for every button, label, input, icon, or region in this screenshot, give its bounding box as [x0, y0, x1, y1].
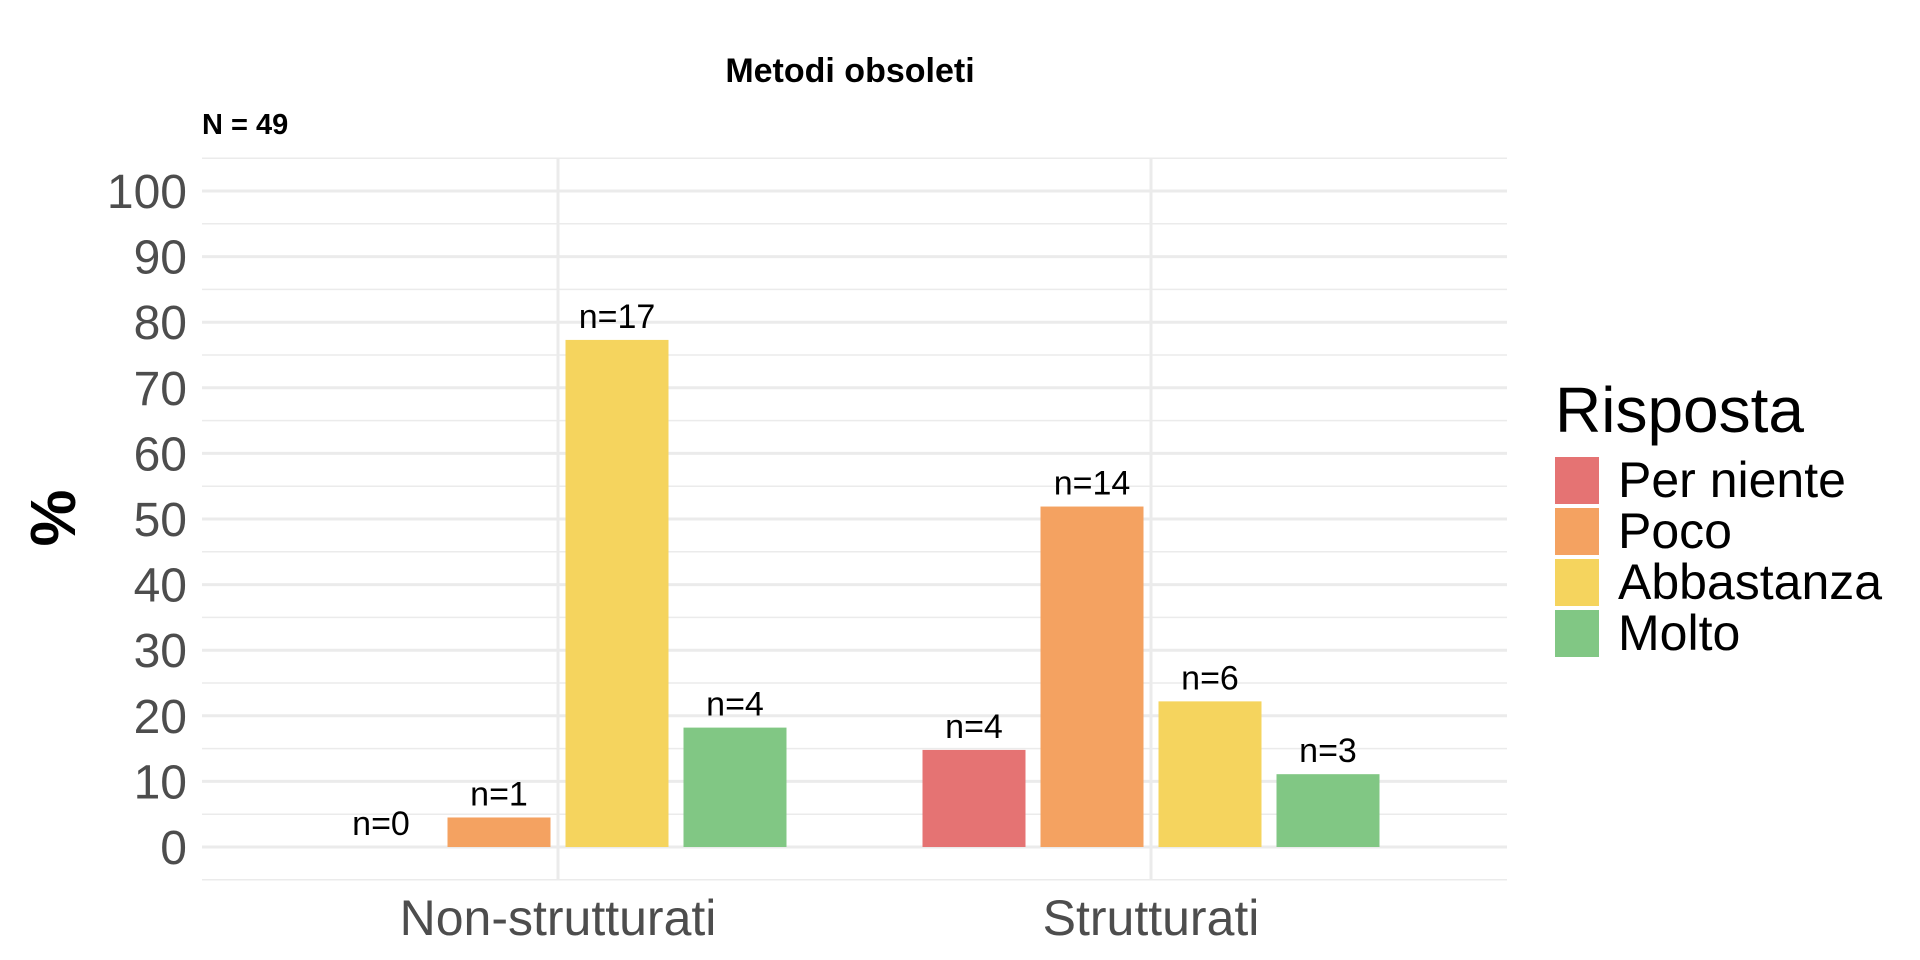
bar: [683, 727, 787, 847]
y-axis-label: %: [17, 490, 89, 547]
y-tick-label: 0: [160, 822, 187, 875]
legend-label: Molto: [1618, 605, 1740, 661]
y-tick-label: 80: [134, 297, 187, 350]
bar-data-label: n=17: [579, 298, 656, 336]
gridlines: [202, 157, 1507, 881]
legend-key: [1555, 457, 1599, 504]
x-axis-categories: Non-strutturati Strutturati: [400, 890, 1260, 946]
y-tick-label: 50: [134, 494, 187, 547]
y-tick-label: 60: [134, 428, 187, 481]
legend-key: [1555, 508, 1599, 555]
bar: [1040, 506, 1144, 847]
y-tick-label: 20: [134, 691, 187, 744]
y-axis-ticks: 0 10 20 30 40 50 60 70 80 90 100: [107, 166, 187, 875]
legend-key: [1555, 559, 1599, 606]
y-tick-label: 100: [107, 166, 187, 219]
legend-key: [1555, 610, 1599, 657]
x-category-label: Strutturati: [1043, 890, 1260, 946]
bars: [447, 339, 1380, 847]
bar-data-label: n=3: [1299, 732, 1357, 770]
y-tick-label: 90: [134, 232, 187, 285]
legend-label: Per niente: [1618, 452, 1846, 508]
y-tick-label: 40: [134, 560, 187, 613]
bar-data-label: n=14: [1054, 465, 1131, 503]
bar-data-label: n=1: [470, 775, 528, 813]
bar-data-label: n=4: [706, 686, 764, 724]
y-tick-label: 30: [134, 625, 187, 678]
bar-data-label: n=4: [945, 708, 1003, 746]
x-category-label: Non-strutturati: [400, 890, 717, 946]
bar: [1158, 701, 1262, 847]
bar-data-label: n=0: [352, 805, 410, 843]
y-tick-label: 70: [134, 363, 187, 416]
chart-title: Metodi obsoleti: [725, 52, 974, 90]
bar: [565, 339, 669, 847]
bar-data-label: n=6: [1181, 659, 1239, 697]
bar: [1276, 774, 1380, 847]
bar-labels: n=0 n=1 n=17 n=4 n=4 n=14 n=6 n=3: [352, 298, 1357, 843]
bar: [447, 817, 551, 847]
bar: [922, 749, 1026, 847]
legend-label: Poco: [1618, 503, 1732, 559]
legend-title: Risposta: [1555, 374, 1804, 446]
chart-subtitle: N = 49: [202, 109, 288, 141]
legend-label: Abbastanza: [1618, 554, 1882, 610]
y-tick-label: 10: [134, 756, 187, 809]
